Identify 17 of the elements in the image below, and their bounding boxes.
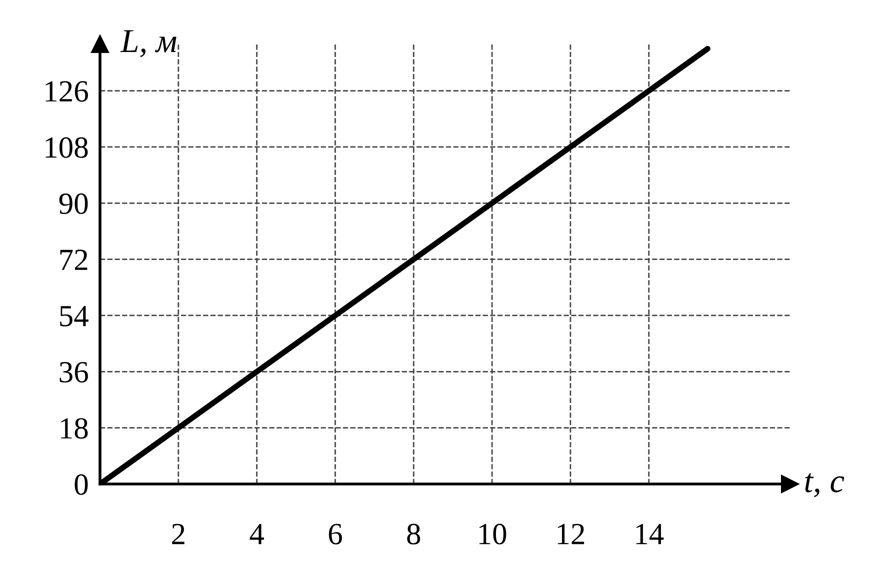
x-tick-label: 8 [407, 524, 420, 544]
y-tick-label: 36 [60, 362, 88, 383]
y-tick-label: 18 [61, 418, 88, 439]
x-tick-label: 6 [328, 524, 342, 544]
x-tick-label: 10 [479, 524, 506, 544]
y-tick-label: 54 [60, 306, 88, 326]
y-tick-label: 126 [46, 81, 88, 102]
y-tick-label: 108 [46, 137, 88, 158]
y-tick-label: 90 [59, 193, 88, 214]
x-axis-title: t, с [805, 473, 844, 498]
x-tick-label: 4 [250, 524, 264, 544]
y-axis-title: L, м [120, 30, 176, 58]
y-tick-label: 0 [74, 474, 88, 495]
y-tick-label: 72 [60, 250, 88, 270]
x-tick-label: 2 [172, 524, 184, 544]
x-tick-label: 14 [636, 524, 664, 544]
x-tick-label: 12 [558, 524, 584, 544]
